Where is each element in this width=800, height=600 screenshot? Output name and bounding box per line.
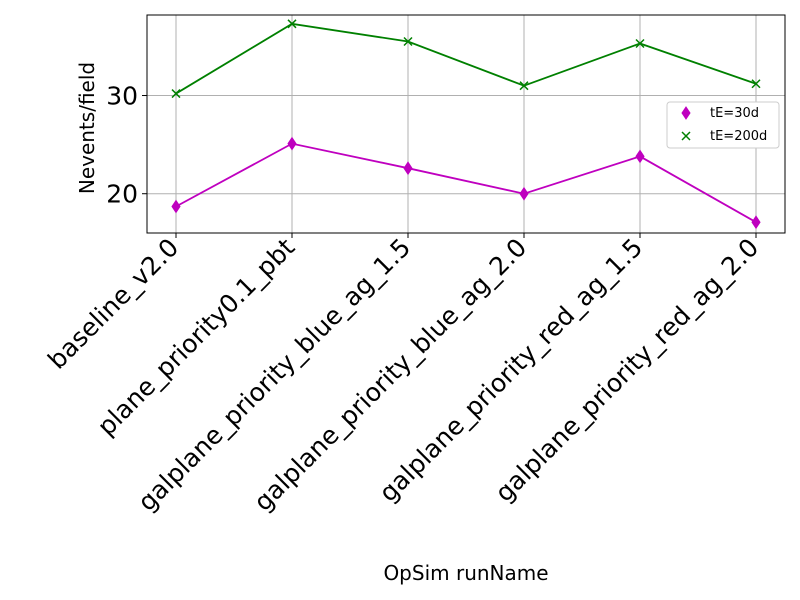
legend-box [666, 101, 780, 149]
x-tick-label: plane_priority0.1_pbt [92, 233, 301, 442]
series-line [175, 142, 757, 223]
data-point [403, 36, 413, 47]
legend-marker [681, 131, 691, 141]
data-point [751, 215, 761, 230]
plot-frame [146, 14, 786, 234]
data-point [171, 89, 181, 99]
series-layer [171, 19, 761, 230]
series-1 [171, 136, 761, 230]
data-point [519, 81, 529, 91]
data-point [171, 199, 181, 214]
series-line [175, 22, 757, 95]
data-point [403, 161, 413, 176]
legend-marker [681, 106, 691, 120]
data-point [751, 79, 761, 89]
data-point [635, 149, 645, 164]
data-point [519, 186, 529, 201]
data-point [635, 38, 645, 49]
data-point [287, 136, 297, 151]
legend-label: tE=200d [710, 129, 767, 144]
x-axis-label: OpSim runName [383, 561, 548, 585]
y-tick-label: 20 [106, 180, 138, 209]
y-tick-label: 30 [106, 82, 138, 111]
data-point [287, 19, 297, 29]
series-2 [171, 19, 761, 99]
legend: tE=30d tE=200d [666, 101, 780, 149]
legend-label: tE=30d [710, 106, 759, 121]
x-axis-ticks: baseline_v2.0plane_priority0.1_pbtgalpla… [42, 233, 764, 517]
y-axis-label: Nevents/field [75, 62, 99, 194]
